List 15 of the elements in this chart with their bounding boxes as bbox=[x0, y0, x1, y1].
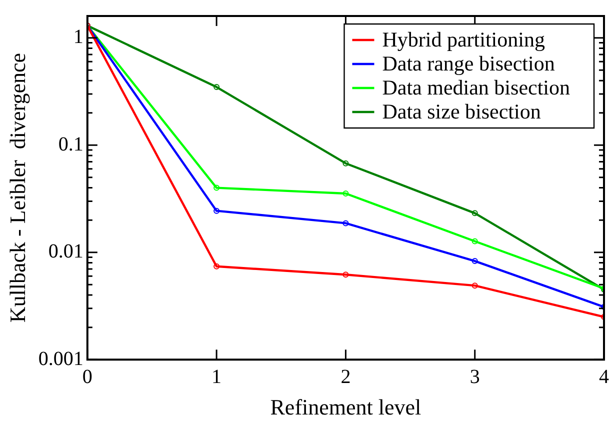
legend-label: Hybrid partitioning bbox=[382, 28, 546, 52]
y-tick-label: 1 bbox=[73, 26, 84, 48]
x-tick-label: 4 bbox=[599, 366, 609, 388]
legend-label: Data size bisection bbox=[382, 100, 542, 124]
y-tick-label: 0.1 bbox=[58, 133, 84, 156]
x-tick-label: 3 bbox=[470, 366, 480, 388]
legend-label: Data median bisection bbox=[382, 76, 570, 100]
x-axis-title: Refinement level bbox=[270, 394, 422, 420]
x-tick-label: 2 bbox=[340, 366, 351, 388]
y-tick-label: 0.01 bbox=[48, 240, 84, 263]
y-tick-label: 0.001 bbox=[38, 348, 84, 370]
x-tick-label: 0 bbox=[82, 366, 92, 388]
y-axis-title: Kullback - Leibler divergence bbox=[4, 53, 30, 323]
legend-label: Data range bisection bbox=[382, 52, 556, 76]
x-tick-label: 1 bbox=[212, 366, 222, 388]
